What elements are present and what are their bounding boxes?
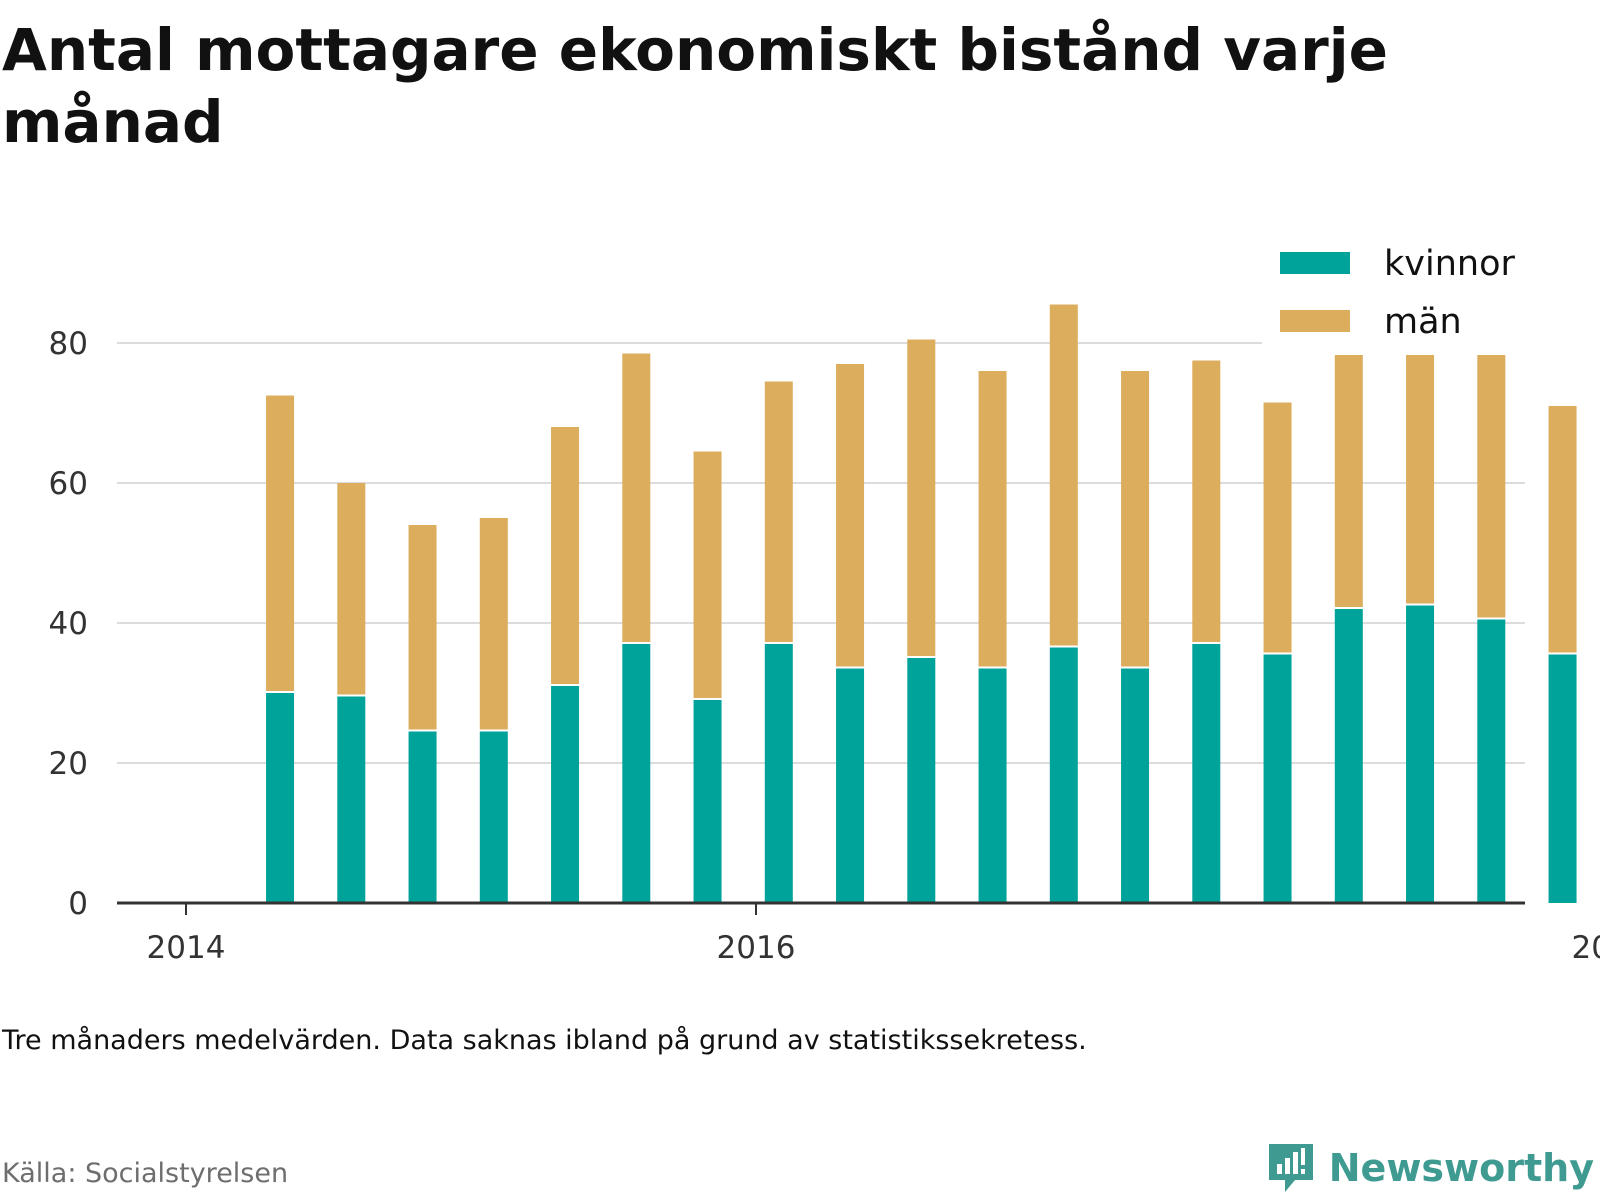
- bar-kvinnor: [266, 693, 295, 903]
- axes: 02040608020142016201920212023: [49, 326, 1600, 966]
- bar-kvinnor: [1121, 668, 1150, 903]
- brand-name: Newsworthy: [1328, 1146, 1594, 1190]
- bar-kvinnor: [1334, 609, 1363, 903]
- y-tick-label: 40: [49, 606, 88, 642]
- source-text: Källa: Socialstyrelsen: [2, 1158, 289, 1189]
- legend-swatch: [1280, 252, 1350, 274]
- bar-kvinnor: [1406, 605, 1435, 903]
- chart-note: Tre månaders medelvärden. Data saknas ib…: [2, 1025, 1087, 1056]
- bar-man: [337, 483, 366, 695]
- bar-man: [1121, 371, 1150, 667]
- bar-man: [1477, 315, 1506, 618]
- legend-label: män: [1384, 302, 1462, 342]
- bar-kvinnor: [479, 731, 508, 903]
- bar-kvinnor: [551, 686, 580, 903]
- bar-man: [1263, 402, 1292, 653]
- x-tick-label: 2019: [1572, 930, 1600, 966]
- bar-man: [1192, 360, 1221, 642]
- bar-man: [551, 427, 580, 684]
- bar-kvinnor: [337, 696, 366, 903]
- bar-man: [408, 525, 437, 730]
- bar-kvinnor: [408, 731, 437, 903]
- x-tick-label: 2014: [147, 930, 226, 966]
- bar-man: [764, 381, 793, 642]
- y-tick-label: 20: [49, 746, 88, 782]
- bar-man: [479, 518, 508, 730]
- bar-man: [1548, 406, 1577, 653]
- bar-kvinnor: [1049, 647, 1078, 903]
- y-tick-label: 60: [49, 466, 88, 502]
- bar-man: [622, 353, 651, 642]
- bar-kvinnor: [978, 668, 1007, 903]
- bar-man: [836, 364, 865, 667]
- legend-swatch: [1280, 310, 1350, 332]
- bar-man: [1049, 304, 1078, 646]
- bar-kvinnor: [1263, 654, 1292, 903]
- bar-man: [266, 395, 295, 691]
- y-tick-label: 80: [49, 326, 88, 362]
- bar-kvinnor: [693, 700, 722, 903]
- legend: kvinnor män: [1262, 240, 1532, 355]
- bar-man: [978, 371, 1007, 667]
- bar-kvinnor: [1548, 654, 1577, 903]
- bars: [266, 301, 1577, 903]
- bar-kvinnor: [1192, 644, 1221, 903]
- gridlines: [117, 342, 1525, 764]
- chart-title: Antal mottagare ekonomiskt bistånd varje…: [2, 16, 1388, 156]
- bar-kvinnor: [622, 644, 651, 903]
- bar-kvinnor: [764, 644, 793, 903]
- bar-man: [907, 339, 936, 656]
- legend-label: kvinnor: [1384, 244, 1515, 284]
- y-tick-label: 0: [68, 886, 88, 922]
- x-tick-label: 2016: [717, 930, 796, 966]
- bar-kvinnor: [836, 668, 865, 903]
- bar-kvinnor: [907, 658, 936, 903]
- bar-man: [1334, 325, 1363, 607]
- brand-logo: Newsworthy: [1265, 1140, 1594, 1196]
- bar-kvinnor: [1477, 619, 1506, 903]
- newsworthy-logo-icon: [1268, 1144, 1313, 1192]
- bar-man: [693, 451, 722, 698]
